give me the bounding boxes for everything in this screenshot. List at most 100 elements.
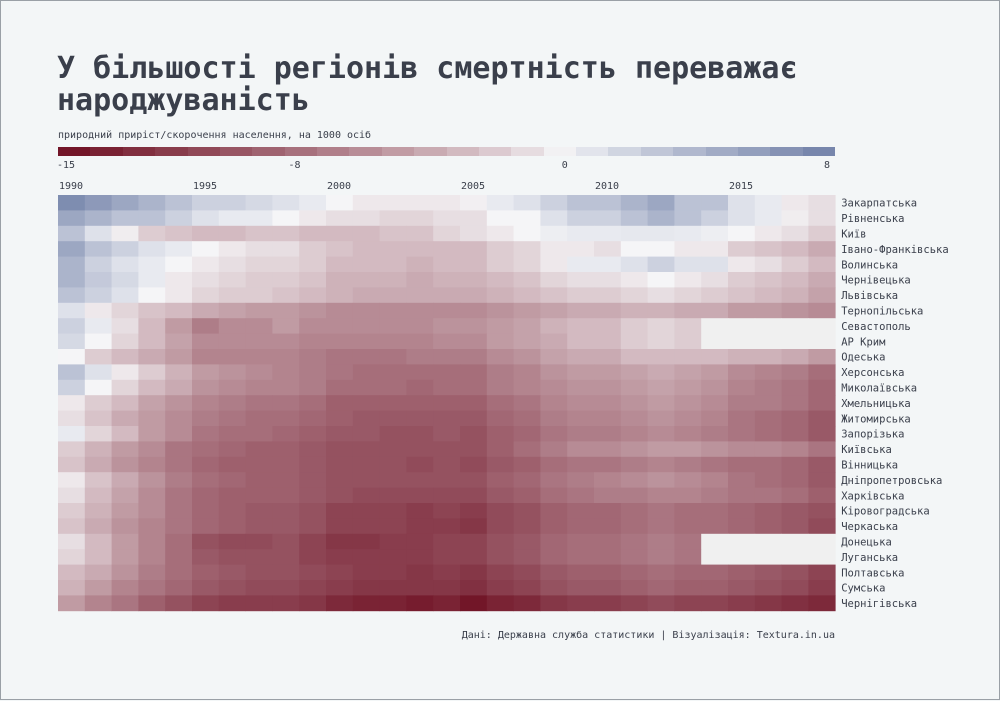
heatmap-cell <box>620 333 648 350</box>
heatmap-cell <box>218 410 246 427</box>
heatmap-cell <box>701 287 729 304</box>
heatmap-cell <box>379 379 407 396</box>
heatmap-cell <box>352 195 380 211</box>
heatmap-cell <box>433 256 461 273</box>
heatmap-cell <box>567 395 595 411</box>
heatmap-cell <box>299 595 327 612</box>
heatmap-cell <box>808 564 836 581</box>
heatmap-cell <box>781 210 809 227</box>
heatmap-cell <box>326 580 354 596</box>
heatmap-cell <box>728 349 756 365</box>
legend-color-step <box>737 147 771 156</box>
heatmap-cell <box>540 487 568 504</box>
legend-color-step <box>478 147 512 156</box>
heatmap-cell <box>728 302 756 319</box>
heatmap-cell <box>433 518 461 535</box>
heatmap-cell <box>486 595 514 612</box>
heatmap-cell <box>245 333 273 350</box>
heatmap-cell <box>352 441 380 458</box>
heatmap-cell <box>379 395 407 411</box>
heatmap-cell <box>647 272 675 288</box>
heatmap-cell <box>218 256 246 273</box>
heatmap-cell <box>674 364 702 381</box>
heatmap-cell <box>165 503 193 519</box>
heatmap-cell <box>326 410 354 427</box>
heatmap-cell <box>594 379 622 396</box>
legend-color-step <box>90 147 123 156</box>
heatmap-cell <box>84 395 112 411</box>
heatmap-cell <box>58 410 86 427</box>
heatmap-cell <box>460 364 488 381</box>
heatmap-cell <box>647 410 675 427</box>
heatmap-cell <box>58 272 86 288</box>
heatmap-cell <box>218 195 246 211</box>
heatmap-cell <box>433 564 461 581</box>
heatmap-cell <box>352 379 380 396</box>
heatmap-cell <box>674 302 702 319</box>
heatmap-cell <box>218 272 246 288</box>
heatmap-cell <box>486 533 514 550</box>
heatmap-cell <box>245 456 273 473</box>
heatmap-cell <box>433 287 461 304</box>
heatmap-cell <box>245 302 273 319</box>
row-label: Сумська <box>841 583 885 595</box>
heatmap-cell <box>754 349 782 365</box>
heatmap-cell <box>701 349 729 365</box>
heatmap-cell <box>138 241 166 257</box>
row-label: Харківська <box>841 490 904 502</box>
heatmap-cell <box>701 533 729 550</box>
heatmap-cell <box>674 287 702 304</box>
heatmap-cell <box>513 487 541 504</box>
heatmap-cell <box>299 503 327 519</box>
heatmap-cell <box>620 195 648 211</box>
heatmap-cell <box>674 533 702 550</box>
heatmap-cell <box>379 503 407 519</box>
heatmap-cell <box>379 595 407 612</box>
heatmap-cell <box>138 487 166 504</box>
x-tick-label: 2015 <box>729 181 753 192</box>
heatmap-cell <box>165 410 193 427</box>
heatmap-cell <box>728 364 756 381</box>
heatmap-cell <box>84 456 112 473</box>
heatmap-cell <box>701 256 729 273</box>
heatmap-cell <box>352 241 380 257</box>
heatmap-cell <box>486 518 514 535</box>
heatmap-cell <box>84 225 112 242</box>
heatmap-cell <box>84 487 112 504</box>
heatmap-cell <box>245 518 273 535</box>
heatmap-cell <box>352 533 380 550</box>
heatmap-cell <box>84 533 112 550</box>
heatmap-cell <box>620 518 648 535</box>
heatmap-cell <box>540 210 568 227</box>
heatmap-cell <box>111 595 139 612</box>
heatmap-cell <box>433 302 461 319</box>
heatmap-cell <box>594 333 622 350</box>
heatmap-cell <box>192 533 220 550</box>
heatmap-cell <box>218 441 246 458</box>
heatmap-cell <box>701 595 729 612</box>
row-label: Тернопільська <box>841 306 923 318</box>
heatmap-cell <box>165 272 193 288</box>
heatmap-cell <box>647 549 675 565</box>
legend-color-step <box>58 147 91 156</box>
x-tick-label: 2005 <box>461 181 485 192</box>
heatmap-cell <box>111 287 139 304</box>
heatmap-cell <box>647 595 675 612</box>
heatmap-cell <box>433 272 461 288</box>
heatmap-cell <box>594 518 622 535</box>
heatmap-cell <box>674 456 702 473</box>
heatmap-cell <box>433 210 461 227</box>
heatmap-cell <box>245 210 273 227</box>
heatmap-cell <box>754 487 782 504</box>
heatmap-cell <box>352 549 380 565</box>
heatmap-cell <box>674 518 702 535</box>
heatmap-cell <box>460 595 488 612</box>
heatmap-cell <box>326 503 354 519</box>
heatmap-cell <box>58 426 86 442</box>
heatmap-cell <box>165 595 193 612</box>
legend-color-step <box>446 147 479 156</box>
heatmap-cell <box>674 241 702 257</box>
heatmap-cell <box>486 580 514 596</box>
heatmap-cell <box>218 210 246 227</box>
